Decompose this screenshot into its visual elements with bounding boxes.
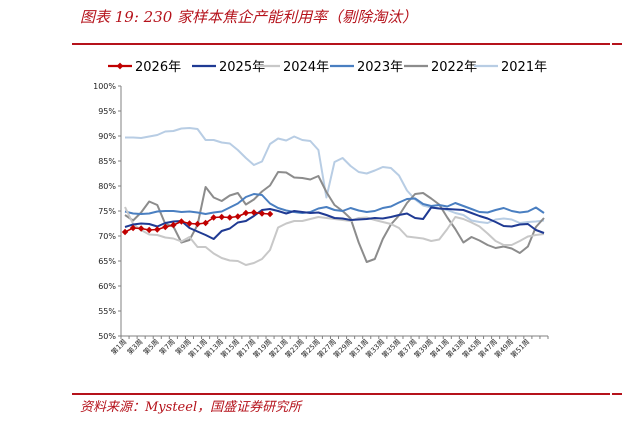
legend-label-2025: 2025年 bbox=[219, 60, 265, 75]
edge-mark-bottom bbox=[612, 393, 622, 395]
y-tick-label: 80% bbox=[98, 182, 116, 191]
x-tick-label: 第3周 bbox=[125, 337, 144, 356]
data-point-2026 bbox=[170, 221, 177, 229]
data-point-2026 bbox=[121, 228, 129, 236]
header-divider bbox=[72, 43, 610, 45]
data-point-2026 bbox=[202, 219, 209, 227]
data-point-2026 bbox=[218, 213, 225, 221]
x-tick-label: 第7周 bbox=[157, 337, 176, 356]
data-point-2026 bbox=[250, 209, 258, 216]
data-point-2026 bbox=[186, 220, 193, 227]
y-tick-label: 75% bbox=[98, 207, 116, 216]
data-point-2026 bbox=[266, 210, 274, 218]
y-tick-label: 50% bbox=[98, 332, 116, 341]
data-point-2026 bbox=[145, 226, 153, 234]
data-point-2026 bbox=[178, 218, 185, 225]
data-point-2026 bbox=[194, 220, 201, 228]
legend-label-2026: 2026年 bbox=[135, 60, 181, 75]
legend-marker bbox=[116, 62, 124, 70]
legend-label-2021: 2021年 bbox=[501, 60, 547, 75]
source-note: 资料来源：Mysteel，国盛证券研究所 bbox=[80, 400, 302, 415]
data-point-2026 bbox=[226, 214, 233, 221]
series-line-2023 bbox=[124, 193, 545, 215]
data-point-2026 bbox=[210, 214, 217, 221]
y-tick-label: 95% bbox=[98, 107, 116, 116]
y-tick-label: 85% bbox=[98, 157, 116, 166]
chart-axes: 50%55%60%65%70%75%80%85%90%95%100%第1周第3周… bbox=[93, 82, 549, 360]
data-point-2026 bbox=[137, 225, 145, 232]
legend-label-2023: 2023年 bbox=[357, 60, 403, 75]
y-tick-label: 55% bbox=[98, 307, 116, 316]
y-tick-label: 65% bbox=[98, 257, 116, 266]
chart-legend: 2026年 2025年 2024年 2023年 2022年 2021年 bbox=[108, 60, 547, 75]
y-tick-label: 90% bbox=[98, 132, 116, 141]
data-point-2026 bbox=[154, 226, 161, 233]
data-point-2026 bbox=[242, 209, 250, 217]
y-tick-label: 100% bbox=[93, 82, 116, 91]
x-tick-label: 第5周 bbox=[141, 337, 160, 356]
data-point-2026 bbox=[258, 210, 266, 217]
data-point-2026 bbox=[162, 223, 169, 231]
legend-label-2022: 2022年 bbox=[431, 60, 477, 75]
data-point-2026 bbox=[234, 213, 242, 220]
chart-series-lines bbox=[121, 127, 545, 266]
y-tick-label: 60% bbox=[98, 282, 116, 291]
data-point-2026 bbox=[129, 224, 137, 232]
figure-title: 图表 19: 230 家样本焦企产能利用率（剔除淘汰） bbox=[80, 8, 418, 26]
y-tick-label: 70% bbox=[98, 232, 116, 241]
series-line-2025 bbox=[124, 206, 545, 240]
series-line-2021 bbox=[125, 127, 545, 224]
edge-mark-top bbox=[612, 43, 622, 45]
legend-label-2024: 2024年 bbox=[283, 60, 329, 75]
footer-divider bbox=[72, 393, 610, 395]
